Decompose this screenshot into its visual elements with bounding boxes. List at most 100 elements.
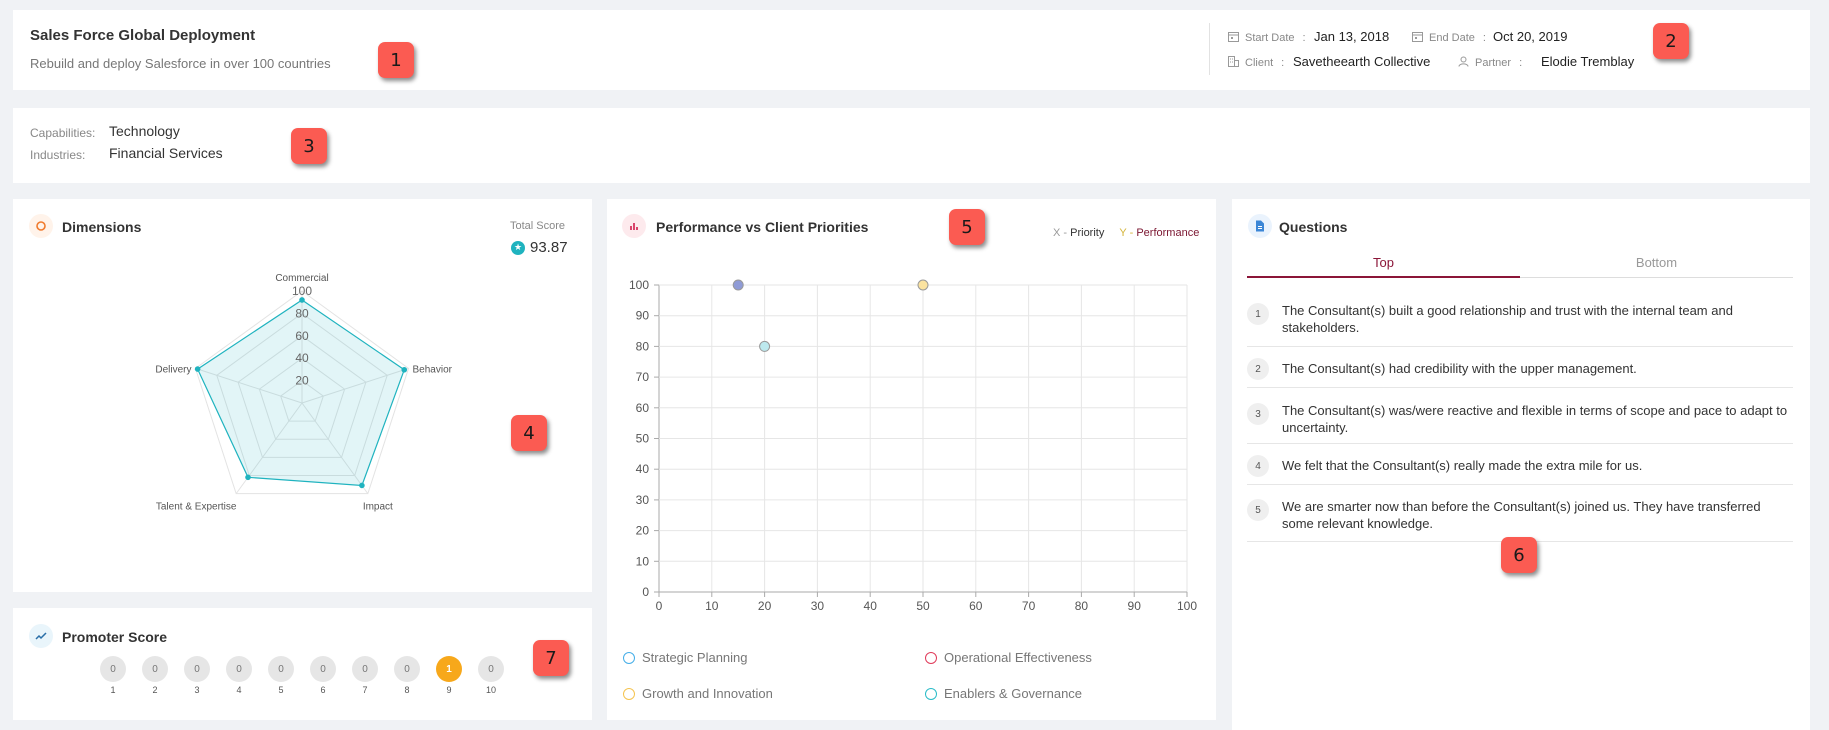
radar-grid-ring: [216, 312, 388, 476]
scatter-x-tick-label: 40: [864, 599, 878, 613]
promoter-score-label: 7: [362, 685, 368, 695]
scatter-y-tick-label: 100: [629, 278, 649, 292]
radar-axis-label: Delivery: [155, 364, 191, 375]
scatter-x-tick-label: 10: [705, 599, 719, 613]
legend-label: Strategic Planning: [642, 650, 748, 665]
radar-axis-label: Talent & Expertise: [156, 502, 237, 513]
radar-axis-label: Commercial: [275, 273, 328, 284]
radar-tick-label: 60: [295, 329, 309, 343]
scatter-point: [759, 340, 771, 352]
radar-spoke: [195, 367, 303, 404]
legend-swatch: [925, 687, 937, 700]
radar-point: [401, 366, 408, 373]
list-item: 5 We are smarter now than before the Cons…: [1247, 488, 1793, 542]
radar-point: [359, 482, 365, 489]
legend-item[interactable]: Growth and Innovation: [623, 686, 773, 701]
scatter-y-tick-label: 50: [636, 432, 650, 446]
promoter-score-label: 6: [320, 685, 326, 695]
scatter-y-tick-label: 60: [636, 401, 650, 415]
legend-item[interactable]: Enablers & Governance: [925, 686, 1082, 701]
partner-value: Elodie Tremblay: [1541, 54, 1635, 69]
scatter-y-tick-label: 0: [642, 585, 649, 599]
promoter-score-label: 10: [485, 685, 496, 695]
promoter-score-count: 0: [100, 656, 126, 682]
question-number: 1: [1247, 303, 1269, 325]
annotation-marker-5: 5: [949, 209, 985, 245]
end-date-label: End Date :: [1412, 31, 1486, 45]
total-score-label: Total Score: [510, 220, 566, 232]
bar-chart-icon: [622, 214, 646, 238]
legend-item[interactable]: Operational Effectiveness: [925, 650, 1092, 665]
promoter-score-count: 0: [184, 656, 210, 682]
legend-swatch: [623, 651, 635, 664]
scatter-x-tick-label: 100: [1177, 599, 1197, 613]
annotation-marker-4: 4: [511, 415, 547, 451]
axis-legend: X - Priority Y - Performance: [1053, 227, 1200, 239]
scatter-x-tick-label: 80: [1075, 599, 1089, 613]
radar-point: [194, 366, 201, 372]
legend-swatch: [623, 687, 635, 700]
tags-card: [13, 108, 1810, 183]
radar-grid-ring: [237, 335, 367, 458]
promoter-score-item: 0 10: [478, 656, 504, 695]
legend-label: Operational Effectiveness: [944, 650, 1092, 665]
scatter-y-tick-label: 70: [636, 370, 650, 384]
legend-label: Enablers & Governance: [944, 686, 1083, 701]
question-text: The Consultant(s) was/were reactive and …: [1282, 403, 1788, 435]
scatter-x-tick-label: 60: [969, 599, 983, 613]
client-label: Client :: [1228, 56, 1284, 70]
question-number: 5: [1247, 499, 1269, 521]
legend-item[interactable]: Strategic Planning: [623, 650, 748, 665]
radar-axis-label: Behavior: [413, 364, 453, 375]
promoter-score-count: 0: [478, 656, 504, 682]
scatter-y-tick-label: 30: [636, 493, 650, 507]
question-text: We are smarter now than before the Consu…: [1282, 499, 1761, 531]
radar-spoke: [301, 402, 369, 494]
legend-swatch: [925, 651, 937, 664]
scatter-x-tick-label: 90: [1128, 599, 1142, 613]
promoter-title: Promoter Score: [62, 629, 168, 645]
project-subtitle: Rebuild and deploy Salesforce in over 10…: [30, 56, 331, 71]
list-item: 3 The Consultant(s) was/were reactive and…: [1247, 392, 1793, 444]
scatter-y-tick-label: 80: [636, 339, 650, 353]
promoter-score-label: 8: [404, 685, 410, 695]
scatter-x-tick-label: 50: [916, 599, 930, 613]
industries-value: Financial Services: [109, 145, 223, 161]
question-text: The Consultant(s) had credibility with t…: [1282, 361, 1637, 376]
promoter-score-label: 4: [236, 685, 242, 695]
document-icon: [1248, 214, 1272, 238]
list-item: 4 We felt that the Consultant(s) really m…: [1247, 447, 1793, 485]
promoter-score-count: 0: [226, 656, 252, 682]
capabilities-value: Technology: [109, 123, 180, 139]
question-number: 3: [1247, 403, 1269, 425]
total-score-value: 93.87: [530, 239, 568, 256]
legend-label: Growth and Innovation: [642, 686, 773, 701]
radar-tick-label: 80: [295, 306, 309, 320]
promoter-score-label: 9: [446, 685, 452, 695]
promoter-score-count: 1: [436, 656, 462, 682]
end-date-value: Oct 20, 2019: [1493, 29, 1568, 44]
industries-label: Industries:: [30, 148, 86, 162]
annotation-marker-6: 6: [1501, 537, 1537, 573]
promoter-score-label: 5: [278, 685, 284, 695]
performance-title: Performance vs Client Priorities: [656, 219, 869, 235]
client-value: Savetheearth Collective: [1293, 54, 1431, 69]
project-header-card: [13, 10, 1810, 90]
radar-tick-label: 20: [295, 374, 309, 388]
start-date-label: Start Date :: [1228, 31, 1306, 45]
tab-top[interactable]: Top: [1247, 249, 1520, 278]
scatter-point: [917, 279, 929, 291]
partner-label: Partner :: [1458, 56, 1522, 70]
performance-card: [607, 199, 1216, 720]
dimensions-title: Dimensions: [62, 219, 142, 235]
promoter-score-label: 3: [194, 685, 200, 695]
tab-bottom[interactable]: Bottom: [1520, 249, 1793, 278]
promoter-score-count: 0: [142, 656, 168, 682]
